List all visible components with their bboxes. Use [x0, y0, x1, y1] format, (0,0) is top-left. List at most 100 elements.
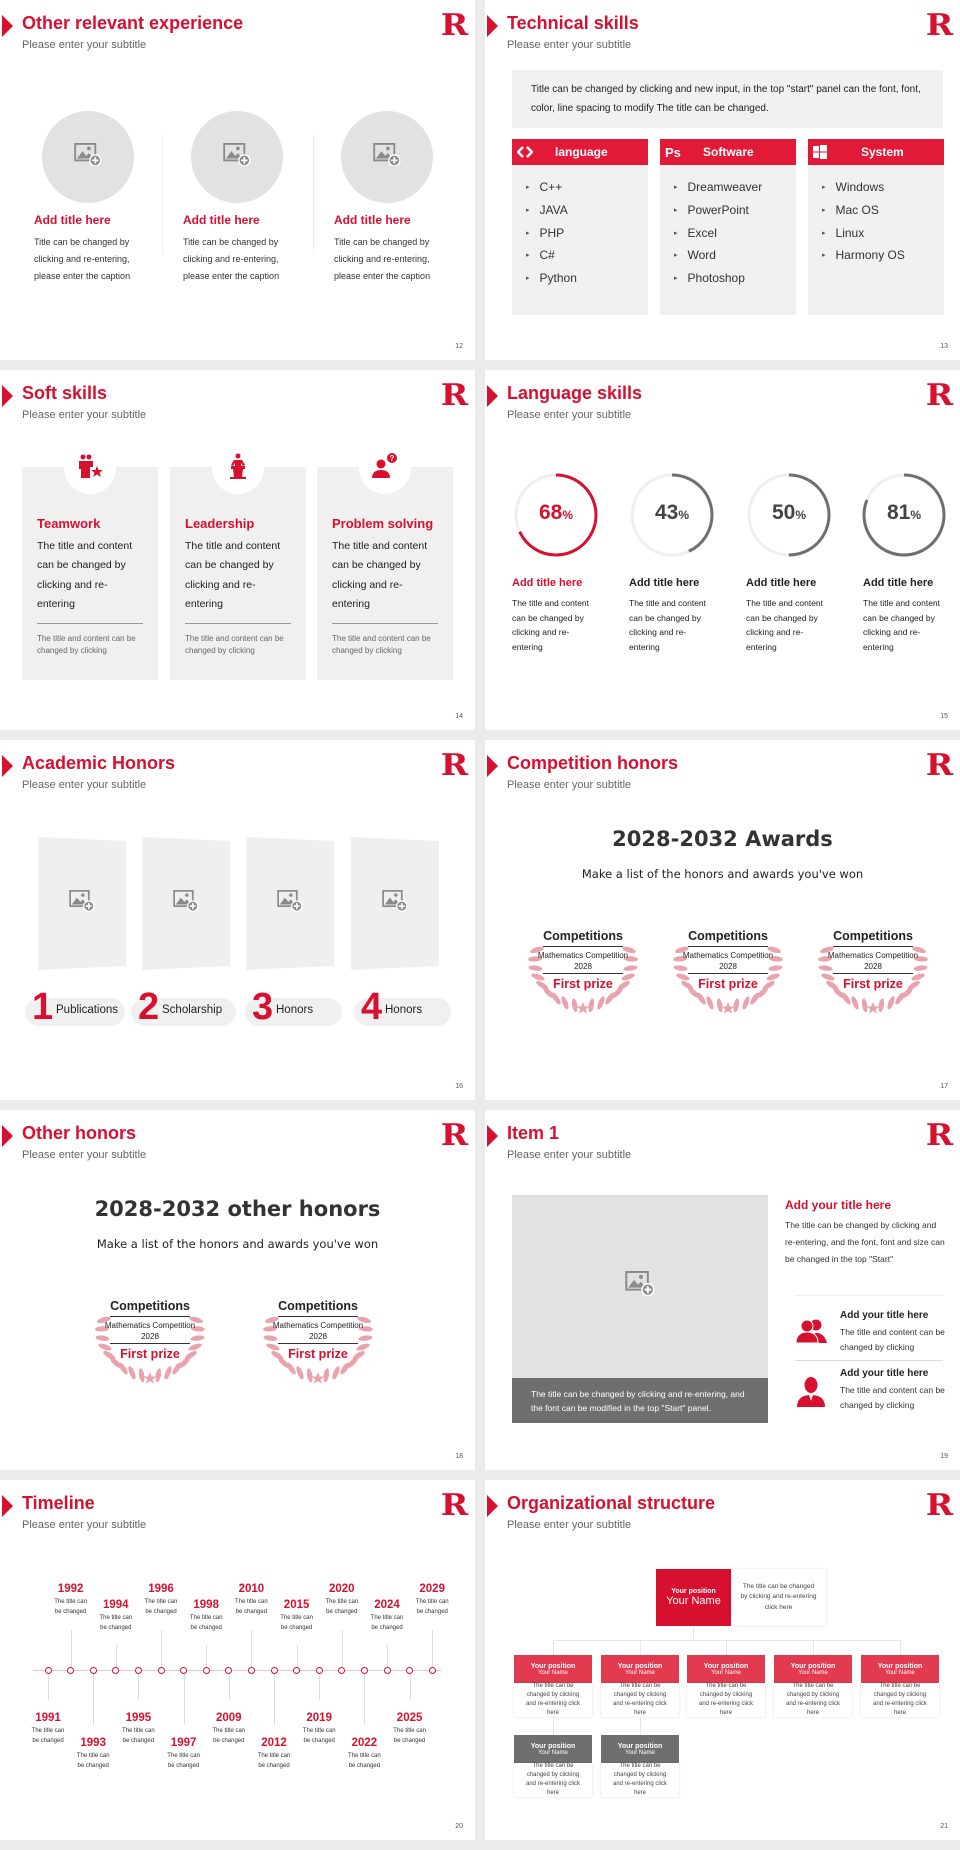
image-placeholder[interactable]	[246, 837, 334, 970]
timeline-dot[interactable]	[338, 1666, 346, 1674]
award-prize: First prize	[288, 1347, 348, 1361]
bullet-icon: ▸	[526, 207, 530, 215]
section-heading: 2028-2032 other honors	[94, 1197, 381, 1221]
org-node-desc: The title can be changed by clicking and…	[514, 1763, 592, 1797]
slide-18[interactable]: Other honors Please enter your subtitle R 1…	[0, 1110, 475, 1470]
image-placeholder[interactable]	[351, 837, 439, 970]
timeline-dot[interactable]	[360, 1666, 368, 1674]
slide-subtitle: Please enter your subtitle	[22, 39, 147, 51]
org-connector	[640, 1717, 641, 1735]
row-body: The title and content can be changed by …	[840, 1327, 945, 1352]
list-item: ▸ Linux	[808, 221, 944, 244]
list-item: ▸ Photoshop	[660, 267, 796, 290]
org-node[interactable]: Your position Your Name	[601, 1735, 679, 1763]
timeline-connector	[296, 1645, 298, 1668]
award-category: Competitions	[543, 929, 623, 943]
slide-17[interactable]: Competition honors Please enter your subt…	[485, 740, 960, 1100]
icon-circle	[212, 442, 264, 494]
org-node-desc: The title can be changed by clicking and…	[774, 1683, 852, 1717]
org-node[interactable]: Your position Your Name	[774, 1655, 852, 1683]
event-year: 1992	[57, 1583, 84, 1595]
image-placeholder[interactable]	[142, 837, 230, 970]
event-year: 1996	[148, 1583, 174, 1595]
list-item-label: Dreamweaver	[687, 180, 763, 195]
timeline-dot[interactable]	[202, 1666, 210, 1674]
users-icon	[795, 1318, 828, 1349]
progress-ring	[630, 473, 714, 557]
column-label: System	[861, 145, 904, 159]
title-marker-icon	[487, 385, 498, 407]
image-caption-bar: The title can be changed by clicking and…	[512, 1378, 768, 1423]
event-year: 2015	[283, 1599, 310, 1611]
image-placeholder[interactable]	[341, 111, 433, 203]
org-node[interactable]: Your position Your Name	[861, 1655, 939, 1683]
timeline-connector	[206, 1645, 208, 1668]
org-node-top[interactable]: Your position Your Name	[656, 1569, 731, 1626]
timeline-dot[interactable]	[225, 1666, 233, 1674]
row-body: The title and content can be changed by …	[840, 1385, 945, 1410]
page-number: 16	[455, 1083, 463, 1090]
timeline-dot[interactable]	[428, 1666, 436, 1674]
slide-13[interactable]: Technical skills Please enter your subtit…	[485, 0, 960, 360]
svg-text:?: ?	[390, 454, 395, 463]
progress-ring	[514, 473, 598, 557]
timeline-dot[interactable]	[67, 1666, 75, 1674]
timeline-dot[interactable]	[134, 1666, 142, 1674]
slide-15[interactable]: Language skills Please enter your subtitl…	[485, 370, 960, 730]
timeline-dot[interactable]	[44, 1666, 52, 1674]
timeline-dot[interactable]	[383, 1666, 391, 1674]
slide-12[interactable]: Other relevant experience Please enter yo…	[0, 0, 475, 360]
node-text: The title can be changed by clicking and…	[612, 1683, 668, 1716]
timeline-dot[interactable]	[247, 1666, 255, 1674]
list-item-label: Harmony OS	[835, 248, 905, 263]
timeline-dot[interactable]	[112, 1666, 120, 1674]
logo-r: R	[440, 748, 469, 783]
timeline-dot[interactable]	[315, 1666, 323, 1674]
image-placeholder[interactable]	[42, 111, 134, 203]
slide-16[interactable]: Academic Honors Please enter your subtitl…	[0, 740, 475, 1100]
skill-title: Problem solving	[332, 516, 434, 531]
org-node[interactable]: Your position Your Name	[687, 1655, 765, 1683]
column-label: language	[555, 145, 608, 159]
slide-20[interactable]: Timeline Please enter your subtitle R 20 199…	[0, 1480, 475, 1840]
timeline-dot[interactable]	[406, 1666, 414, 1674]
title-marker-icon	[487, 755, 498, 777]
slide-21[interactable]: Organizational structure Please enter you…	[485, 1480, 960, 1840]
timeline-connector	[409, 1673, 411, 1700]
image-placeholder[interactable]	[38, 837, 126, 970]
section-lead: Make a list of the honors and awards you…	[96, 1237, 379, 1251]
org-node[interactable]: Your position Your Name	[601, 1655, 679, 1683]
timeline-connector	[70, 1630, 72, 1668]
timeline-connector	[138, 1673, 140, 1700]
bullet-icon: ▸	[674, 275, 678, 283]
timeline-dot[interactable]	[293, 1666, 301, 1674]
timeline-connector	[274, 1673, 275, 1725]
skill-title: Add title here	[512, 577, 583, 589]
list-item: ▸ Mac OS	[808, 199, 944, 222]
award-prize: First prize	[843, 977, 903, 991]
image-placeholder[interactable]	[191, 111, 283, 203]
list-item-label: Mac OS	[835, 203, 879, 218]
bullet-icon: ▸	[526, 275, 530, 283]
icon-circle: ?	[359, 442, 411, 494]
slide-19[interactable]: Item 1 Please enter your subtitle R 19 The t…	[485, 1110, 960, 1470]
timeline-dot[interactable]	[157, 1666, 165, 1674]
podium-speaker-icon	[227, 453, 249, 484]
slide-subtitle: Please enter your subtitle	[22, 409, 147, 421]
list-item-label: C#	[539, 248, 555, 263]
slide-14[interactable]: Soft skills Please enter your subtitle R 14…	[0, 370, 475, 730]
divider	[110, 1343, 190, 1344]
list-item: ▸ Excel	[660, 221, 796, 244]
percent-label: 43%	[627, 501, 717, 525]
column-list: ▸ Dreamweaver ▸ PowerPoint ▸ Excel ▸ Word ▸ Photo…	[660, 165, 796, 315]
column-list: ▸ C++ ▸ JAVA ▸ PHP ▸ C# ▸ Python	[512, 165, 648, 315]
timeline-dot[interactable]	[89, 1666, 97, 1674]
timeline-dot[interactable]	[180, 1666, 188, 1674]
title-marker-icon	[487, 15, 498, 37]
event-text: The title can be changed	[76, 1753, 110, 1769]
image-placeholder[interactable]	[512, 1195, 768, 1378]
timeline-dot[interactable]	[270, 1666, 278, 1674]
org-node[interactable]: Your position Your Name	[514, 1735, 592, 1763]
org-node[interactable]: Your position Your Name	[514, 1655, 592, 1683]
award-prize: First prize	[553, 977, 613, 991]
